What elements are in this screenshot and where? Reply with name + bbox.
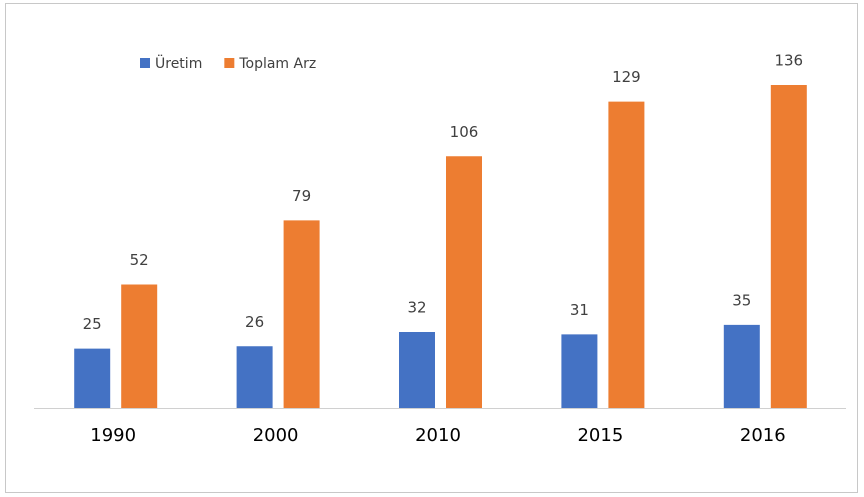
bar xyxy=(770,85,807,408)
x-tick-label: 2015 xyxy=(577,425,623,446)
bar xyxy=(236,346,273,408)
bar xyxy=(399,332,435,408)
x-tick-label: 2016 xyxy=(740,425,786,446)
value-label: 31 xyxy=(570,301,589,319)
value-label: 32 xyxy=(407,299,426,317)
bar xyxy=(446,156,482,408)
legend-swatch xyxy=(224,58,235,68)
legend-swatch xyxy=(140,58,150,68)
bar xyxy=(608,101,645,408)
x-tick-label: 1990 xyxy=(90,425,136,446)
legend-label: Toplam Arz xyxy=(238,56,316,72)
value-label: 106 xyxy=(450,123,479,141)
value-label: 129 xyxy=(612,68,641,86)
bar xyxy=(74,348,111,408)
chart-frame xyxy=(5,3,858,493)
value-label: 79 xyxy=(292,187,311,205)
bar xyxy=(723,324,760,408)
bar xyxy=(121,284,158,408)
value-label: 52 xyxy=(130,251,149,269)
value-label: 26 xyxy=(245,313,264,331)
value-label: 136 xyxy=(774,52,803,70)
bar xyxy=(561,334,598,408)
x-tick-label: 2000 xyxy=(253,425,299,446)
bar xyxy=(283,220,320,408)
value-label: 35 xyxy=(732,291,751,309)
value-label: 25 xyxy=(83,315,102,333)
legend-label: Üretim xyxy=(155,54,202,72)
x-tick-label: 2010 xyxy=(415,425,461,446)
